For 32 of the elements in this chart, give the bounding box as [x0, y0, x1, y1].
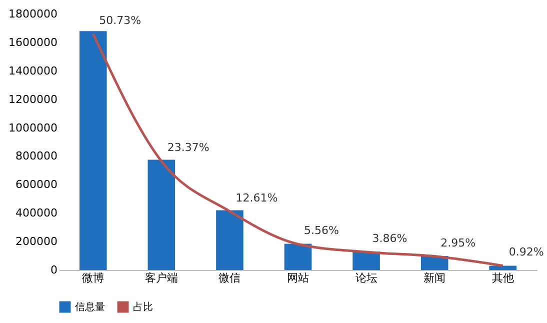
bar: [79, 31, 107, 270]
x-tick-label: 其他: [492, 272, 514, 284]
y-tick-label: 1000000: [8, 121, 58, 134]
legend-label: 信息量: [75, 301, 105, 313]
x-tick-label: 微信: [218, 272, 241, 284]
bar: [284, 244, 312, 270]
y-tick-label: 1200000: [8, 92, 58, 106]
y-tick-label: 1400000: [8, 64, 58, 78]
bar: [148, 160, 176, 270]
legend-label: 占比: [133, 301, 153, 313]
x-tick-label: 网站: [287, 272, 309, 284]
y-tick-label: 1600000: [8, 36, 58, 49]
y-tick-label: 600000: [16, 178, 58, 192]
x-tick-label: 论坛: [355, 272, 378, 284]
x-tick-label: 微博: [82, 272, 104, 284]
x-tick-label: 客户端: [144, 272, 178, 284]
y-tick-label: 800000: [16, 150, 58, 163]
data-label: 12.61%: [236, 191, 278, 204]
x-tick-label: 新闻: [424, 272, 446, 284]
y-tick-label: 0: [50, 264, 58, 276]
data-label: 50.73%: [99, 14, 142, 27]
bar: [352, 252, 380, 270]
y-tick-label: 400000: [16, 206, 58, 220]
data-label: 2.95%: [440, 236, 476, 250]
bar: [216, 210, 244, 270]
data-label: 23.37%: [167, 141, 210, 154]
y-tick-label: 200000: [16, 235, 58, 248]
y-tick-label: 1800000: [8, 8, 58, 20]
data-label: 0.92%: [508, 246, 544, 259]
bar: [489, 266, 517, 270]
data-label: 5.56%: [304, 224, 339, 238]
data-label: 3.86%: [372, 232, 408, 246]
